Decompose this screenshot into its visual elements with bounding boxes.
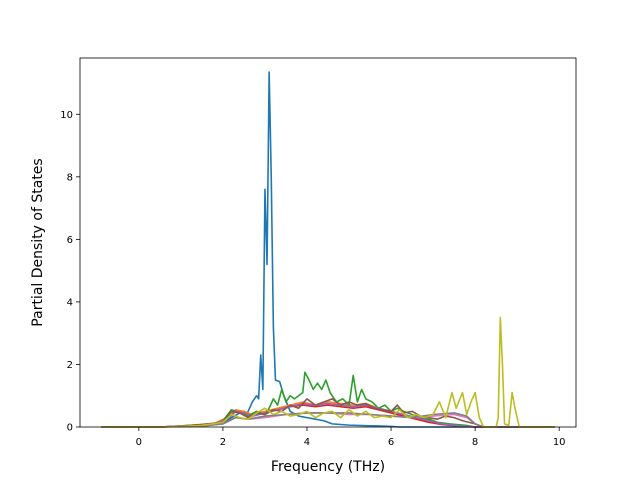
x-axis-ticks: 0 2 4 6 8 10 xyxy=(136,427,566,448)
y-axis-ticks: 0 2 4 6 8 10 xyxy=(60,110,80,434)
plot-frame xyxy=(79,57,577,428)
series-line-8 xyxy=(101,316,555,428)
x-tick-label: 4 xyxy=(304,437,310,448)
y-tick-label: 4 xyxy=(67,297,73,308)
x-tick-label: 10 xyxy=(553,437,566,448)
y-tick-label: 6 xyxy=(67,235,73,246)
y-tick-label: 0 xyxy=(67,423,73,434)
y-tick-label: 2 xyxy=(67,360,73,371)
series-line-7 xyxy=(101,412,555,428)
x-tick-label: 8 xyxy=(472,437,478,448)
y-tick-label: 8 xyxy=(67,172,73,183)
y-tick-label: 10 xyxy=(60,110,73,121)
x-tick-label: 2 xyxy=(220,437,226,448)
x-tick-label: 6 xyxy=(388,437,394,448)
x-axis-label: Frequency (THz) xyxy=(271,459,385,475)
x-tick-label: 0 xyxy=(136,437,142,448)
series-line-5 xyxy=(101,398,555,428)
y-axis-label: Partial Density of States xyxy=(30,158,46,326)
series-layer xyxy=(101,71,555,428)
